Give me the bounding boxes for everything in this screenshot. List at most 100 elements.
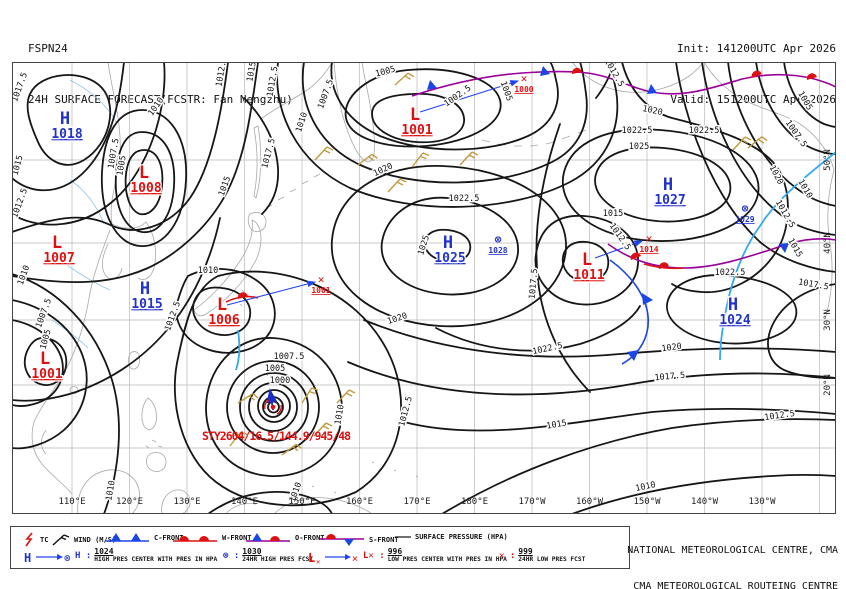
isobar-label: 1015 [546,418,568,431]
pressure-center-symbol: L [139,163,149,183]
legend-o-front: O-FRONT [244,532,325,544]
trough-lines [235,151,837,371]
pressure-center-symbol: L [410,105,420,125]
forecast-position-marker: ✕ [646,232,653,245]
forecast-position-value: 1014 [639,245,658,254]
longitude-label: 160°E [346,497,373,507]
isobar-label: 1010 [294,111,310,134]
low-center-caption: LOW PRES CENTER WITH PRES IN HPA [387,556,507,563]
pressure-center-value: 1006 [208,313,239,328]
product-id: FSPN24 [28,42,68,55]
isobar-label: 1015 [245,62,258,83]
isobar-label: 1010 [333,404,346,426]
svg-text:⊗: ⊗ [64,552,71,565]
low-fcst-symbol: ✕ : [499,550,516,561]
low-move-icon: L ✕ ✕ [308,551,358,565]
isobar-label: 1010 [635,480,657,494]
isobar-label: 1012.5 [397,395,415,427]
low-center-value: 996 [387,547,403,556]
longitude-label: 150°E [288,497,315,507]
legend-s-front-label: S-FRONT [369,535,399,544]
map-labels: 1017.5 1015 1012.5 1005 1007.5 1010 1012.5 1015… [9,54,833,507]
pressure-center-symbol: L [582,250,592,270]
isobar-label: 1015 [12,154,26,176]
isobar-label: 1022.5 [449,194,480,204]
wind-barbs [228,71,769,459]
longitude-label: 180°E [461,497,488,507]
pressure-center-value: 1011 [573,268,604,283]
longitude-label: 140°E [231,497,258,507]
legend-c-front-label: C-FRONT [154,534,184,542]
typhoon-info-label: STY2604/16.5/144.9/945/48 [202,429,351,443]
longitude-label: 170°E [403,497,430,507]
footer-block: NATIONAL METEOROLOGICAL CENTRE, CMA CMA … [627,521,838,589]
occluded-front-icon [246,533,290,542]
cold-front-southwest [609,259,653,365]
legend-low-move: L ✕ ✕ [307,549,359,565]
isobar-label: 1020 [386,311,409,327]
forecast-position-marker: ✕ [521,72,528,85]
latitude-label: 50°N [823,149,833,171]
map-border [12,62,836,514]
isobar-label: 1022.5 [622,126,653,136]
legend-w-front: W-FRONT [171,532,252,544]
longitude-label: 110°E [58,497,85,507]
svg-text:✕: ✕ [352,554,358,565]
isobar-label: 1020 [767,164,785,187]
stationary-front-east [607,238,837,270]
pressure-center-value: 1018 [51,127,82,142]
isobar-label: 1025 [629,142,649,152]
pressure-center-value: 1001 [31,367,62,382]
high-fcst-value: 1030 [242,547,262,556]
pressure-center-symbol: H [728,295,738,315]
forecast-position-marker: ⊗ [742,202,749,215]
tc-icon [25,532,33,547]
pressure-center-value: 1007 [43,251,74,266]
forecast-position-value: 1029 [735,215,754,224]
org-line1: NATIONAL METEOROLOGICAL CENTRE, CMA [627,545,838,556]
legend-high-fcst: ⊗ : 1030 24HR HIGH PRES FCST [223,548,313,563]
high-center-value: 1024 [94,547,114,556]
isobar-line-icon [395,536,411,538]
latitude-label: 40°N [823,232,833,254]
longitude-label: 130°W [748,497,776,507]
isobar-label: 1010 [198,266,218,276]
pressure-center-symbol: L [52,233,62,253]
latitude-label: 20°N [823,374,833,396]
legend-tc-label: TC [40,536,49,544]
isobar-label: 1012.5 [214,62,229,88]
map-area: 1017.5 1015 1012.5 1005 1007.5 1010 1012.5 1015… [9,54,837,515]
cold-front-icon [105,533,149,542]
longitude-label: 170°W [518,497,546,507]
legend-tc: TC [23,532,48,548]
high-center-symbol: H : [75,550,92,561]
legend-wind-label: WIND (M/S) [74,535,117,544]
isobar-label: 1022.5 [532,341,564,357]
svg-text:H: H [24,551,31,565]
wind-barb-icon [52,534,70,546]
isobar-label: 1007.5 [34,297,54,329]
isobar-label: 1022.5 [689,126,720,136]
pressure-center-value: 1015 [131,297,162,312]
stationary-front-icon [320,534,364,546]
legend-high-move: H ⊗ [23,549,73,565]
isobars [11,61,837,515]
high-fcst-symbol: ⊗ : [223,550,240,561]
isobar-label: 1007.5 [316,78,336,110]
isobar-label: 1005 [265,364,285,374]
legend-o-front-label: O-FRONT [295,534,325,542]
pressure-center-value: 1024 [719,313,750,328]
forecast-position-value: 1000 [514,85,533,94]
legend-surface-pressure-label: SURFACE PRESSURE (HPA) [415,533,508,541]
legend-s-front: S-FRONT [318,532,399,547]
occluded-front-north [411,66,837,97]
longitude-label: 150°W [633,497,661,507]
legend-wind: WIND (M/S) [51,532,116,547]
isobar-label: 1012.5 [773,198,797,230]
isobar-label: 1007.5 [274,352,305,362]
pressure-center-value: 1025 [434,251,465,266]
warm-front-icon [173,536,217,542]
low-fcst-value: 999 [518,547,533,556]
latitude-label: 30°N [823,309,833,331]
isobar-label: 1017.5 [654,371,685,384]
